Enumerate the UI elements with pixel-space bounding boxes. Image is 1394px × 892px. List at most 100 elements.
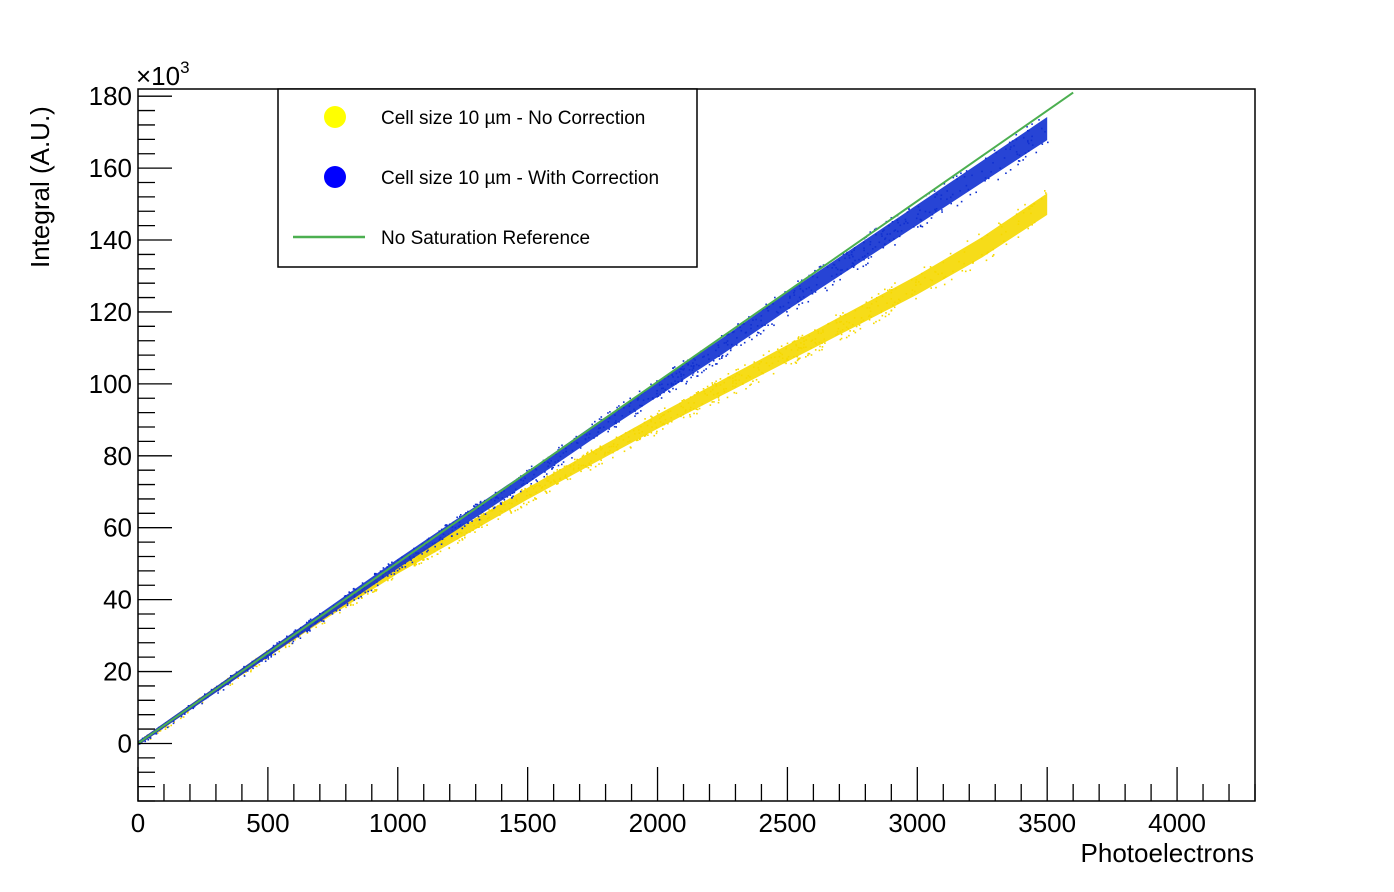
data-point	[259, 659, 262, 661]
data-point	[999, 167, 1002, 169]
data-point	[852, 263, 855, 265]
data-point	[960, 172, 962, 175]
data-point	[701, 403, 704, 405]
data-point	[817, 332, 820, 334]
data-point	[786, 311, 788, 313]
data-point	[753, 361, 756, 363]
data-point	[1040, 198, 1043, 200]
data-point	[931, 279, 934, 282]
data-point	[278, 650, 281, 653]
data-point	[915, 297, 917, 300]
data-point	[765, 362, 768, 364]
data-point	[715, 385, 718, 387]
data-point	[497, 518, 500, 520]
data-point	[478, 522, 480, 525]
data-point	[1026, 126, 1028, 128]
data-point	[480, 524, 483, 526]
x-tick-label: 4000	[1148, 808, 1206, 838]
data-point	[1031, 144, 1034, 146]
data-point	[659, 394, 661, 396]
data-point	[608, 451, 610, 454]
data-point	[623, 450, 626, 453]
data-point	[870, 303, 873, 305]
data-point	[1017, 208, 1019, 211]
data-point	[634, 433, 636, 435]
data-point	[691, 369, 694, 371]
data-point	[243, 675, 246, 677]
data-point	[802, 337, 805, 340]
data-point	[943, 283, 946, 286]
data-point	[618, 405, 620, 407]
data-point	[680, 380, 683, 383]
data-point	[978, 233, 980, 236]
data-point	[463, 513, 466, 516]
data-point	[705, 368, 707, 370]
data-point	[524, 477, 526, 480]
data-point	[465, 512, 468, 514]
data-point	[427, 539, 430, 541]
data-point	[865, 264, 867, 266]
data-point	[501, 504, 504, 506]
data-point	[379, 570, 382, 573]
data-point	[627, 441, 629, 443]
data-point	[695, 363, 698, 366]
data-point	[956, 178, 958, 181]
data-point	[793, 289, 796, 292]
data-point	[349, 604, 352, 607]
data-point	[511, 492, 514, 495]
data-point	[204, 697, 207, 700]
data-point	[159, 729, 162, 732]
data-point	[885, 312, 887, 314]
data-point	[355, 589, 357, 591]
data-point	[343, 595, 346, 598]
data-point	[638, 432, 641, 434]
data-point	[158, 730, 161, 732]
data-point	[868, 314, 871, 317]
data-point	[656, 389, 658, 392]
data-point	[486, 524, 488, 526]
data-point	[474, 531, 476, 533]
data-point	[274, 653, 277, 656]
data-point	[790, 362, 793, 365]
data-point	[1027, 139, 1029, 142]
data-point	[565, 477, 568, 479]
data-point	[800, 347, 802, 349]
data-point	[881, 235, 883, 237]
data-point	[946, 198, 948, 200]
data-point	[571, 457, 573, 459]
data-point	[715, 383, 717, 386]
data-point	[656, 380, 658, 382]
data-point	[308, 620, 310, 623]
data-point	[254, 659, 257, 662]
data-point	[670, 420, 673, 423]
data-point	[680, 415, 682, 418]
data-point	[797, 358, 799, 361]
data-point	[608, 417, 611, 419]
data-point	[314, 622, 317, 625]
data-point	[848, 334, 850, 337]
data-point	[483, 499, 486, 502]
y-tick-label: 140	[89, 225, 132, 255]
data-point	[450, 537, 453, 539]
data-point	[354, 588, 356, 591]
y-tick-label: 0	[118, 728, 132, 758]
series-band	[138, 117, 1048, 746]
data-point	[570, 472, 572, 475]
data-point	[839, 269, 842, 271]
data-point	[526, 482, 529, 484]
y-tick-label: 120	[89, 297, 132, 327]
data-point	[760, 319, 762, 322]
data-point	[848, 254, 850, 257]
data-point	[833, 280, 835, 283]
data-point	[797, 337, 800, 340]
data-point	[890, 309, 893, 312]
data-point	[929, 278, 932, 281]
y-tick-label: 60	[103, 513, 132, 543]
data-point	[796, 355, 799, 358]
data-point	[235, 671, 238, 674]
data-point	[444, 524, 447, 527]
data-point	[621, 415, 624, 417]
data-point	[869, 241, 872, 243]
data-point	[950, 278, 953, 281]
data-point	[602, 426, 605, 429]
